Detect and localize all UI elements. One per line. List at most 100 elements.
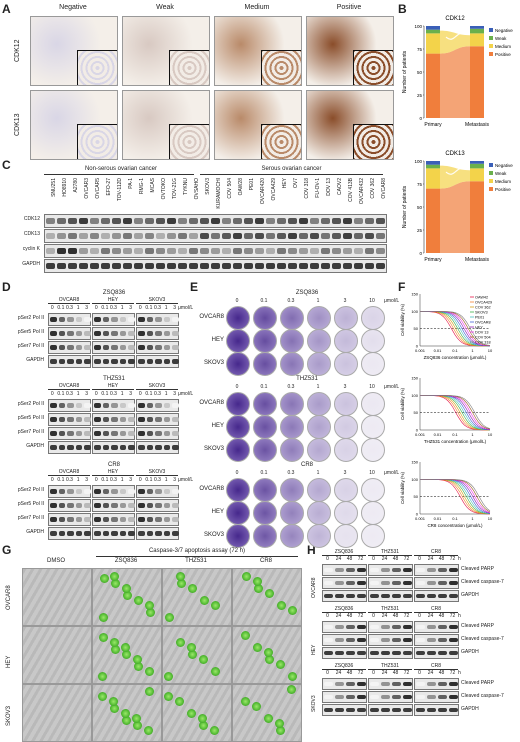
blot-band	[102, 317, 110, 322]
ihc-inset	[169, 50, 209, 85]
blot-band	[94, 517, 101, 522]
blot-band	[145, 233, 154, 239]
blot-strip	[92, 355, 135, 368]
dose-label: 0.3	[287, 470, 295, 476]
blot-band	[75, 531, 83, 536]
timepoint-label: 48	[438, 613, 445, 619]
dose-label: 1	[76, 391, 80, 397]
x-tick-label: 10	[488, 516, 493, 521]
blot-band	[155, 345, 162, 350]
blot-row-label: Cleaved caspase-7	[461, 636, 504, 642]
blot-band	[277, 218, 286, 224]
dose-label: 0	[235, 470, 239, 476]
blot-band	[50, 445, 57, 450]
stacked-bar-segment	[426, 33, 440, 54]
blot-band	[75, 403, 83, 408]
blot-band	[354, 233, 363, 239]
blot-strip	[136, 427, 179, 440]
blot-band	[172, 503, 179, 508]
lane-label: OAW28	[238, 178, 244, 196]
colony-dish	[334, 438, 358, 462]
blot-band	[90, 263, 99, 269]
panel-letter-g: G	[2, 543, 12, 557]
blot-band	[111, 489, 118, 494]
colony-dish	[307, 478, 331, 502]
blot-band	[416, 682, 425, 686]
cell-line-label: SKOV3	[136, 470, 178, 476]
blot-band	[178, 248, 187, 254]
blot-band	[357, 651, 366, 655]
y-tick-label: 0	[416, 344, 419, 349]
dose-label: 3	[343, 384, 347, 390]
blot-row-label: pSer2 Pol II	[17, 401, 44, 407]
legend-swatch	[489, 163, 493, 167]
cell-line-label: OVCAR8	[199, 400, 224, 406]
cell-line-label: SKOV3	[311, 695, 317, 712]
colony-dish	[226, 306, 250, 330]
blot-row-label: Cleaved caspase-7	[461, 579, 504, 585]
blot-band	[138, 417, 145, 422]
blot-band	[94, 417, 101, 422]
apoptotic-cell	[211, 601, 220, 610]
x-tick-label: 0.1	[452, 348, 458, 353]
apoptotic-cell	[145, 601, 154, 610]
microscopy-image	[162, 684, 232, 742]
blot-band	[403, 682, 412, 686]
apoptotic-cell	[98, 692, 107, 701]
blot-row-label: GAPDH	[461, 592, 479, 598]
lane-label: OVCAR432	[359, 178, 365, 205]
lane-label: PE01	[249, 178, 255, 191]
colony-dish	[361, 392, 385, 416]
x-tick-label: 0.001	[415, 516, 426, 521]
blot-strip	[414, 634, 459, 646]
apoptotic-cell	[109, 697, 118, 706]
y-tick-label: 50	[417, 70, 423, 75]
blot-band	[90, 218, 99, 224]
blot-band	[67, 431, 74, 436]
apoptotic-cell	[288, 606, 297, 615]
drug-label: ZSQ836	[322, 550, 366, 556]
dose-label: 0.3	[287, 384, 295, 390]
blot-band	[427, 594, 436, 598]
blot-strip	[136, 513, 179, 526]
blot-band	[172, 331, 179, 336]
legend-swatch	[489, 44, 493, 48]
ihc-inset	[77, 124, 117, 159]
blot-band	[138, 445, 145, 450]
blot-band	[416, 708, 425, 712]
blot-band	[58, 403, 66, 408]
blot-band	[392, 625, 401, 629]
blot-band	[50, 431, 57, 436]
blot-band	[438, 581, 447, 585]
blot-band	[346, 581, 355, 585]
blot-band	[138, 317, 145, 322]
dose-unit: μmol/L	[178, 391, 194, 397]
blot-band	[145, 248, 154, 254]
drug-title: THZ531	[103, 376, 125, 382]
blot-strip	[136, 327, 179, 340]
blot-band	[84, 531, 91, 536]
blot-band	[332, 218, 341, 224]
lane-label: A2780	[73, 178, 79, 193]
dose-label: 0.3	[154, 305, 161, 311]
apoptotic-cell	[288, 672, 297, 681]
blot-band	[288, 218, 297, 224]
colony-dish	[361, 438, 385, 462]
blot-band	[172, 359, 179, 364]
dose-label: 0.3	[154, 477, 161, 483]
blot-band	[200, 218, 209, 224]
colony-dish	[334, 392, 358, 416]
blot-band	[163, 359, 171, 364]
x-tick-label: 1	[471, 348, 474, 353]
drug-title: THZ531	[296, 376, 318, 382]
apoptotic-cell	[110, 704, 119, 713]
blot-band	[255, 248, 264, 254]
dose-label: 0.1	[260, 384, 268, 390]
treatment-label: DMSO	[47, 558, 65, 564]
lane-label: RMG-1	[139, 178, 145, 195]
blot-strip	[44, 229, 387, 243]
blot-strip	[414, 647, 459, 659]
blot-band	[172, 517, 179, 522]
stacked-bar-segment	[426, 161, 440, 165]
apoptotic-cell	[253, 577, 262, 586]
